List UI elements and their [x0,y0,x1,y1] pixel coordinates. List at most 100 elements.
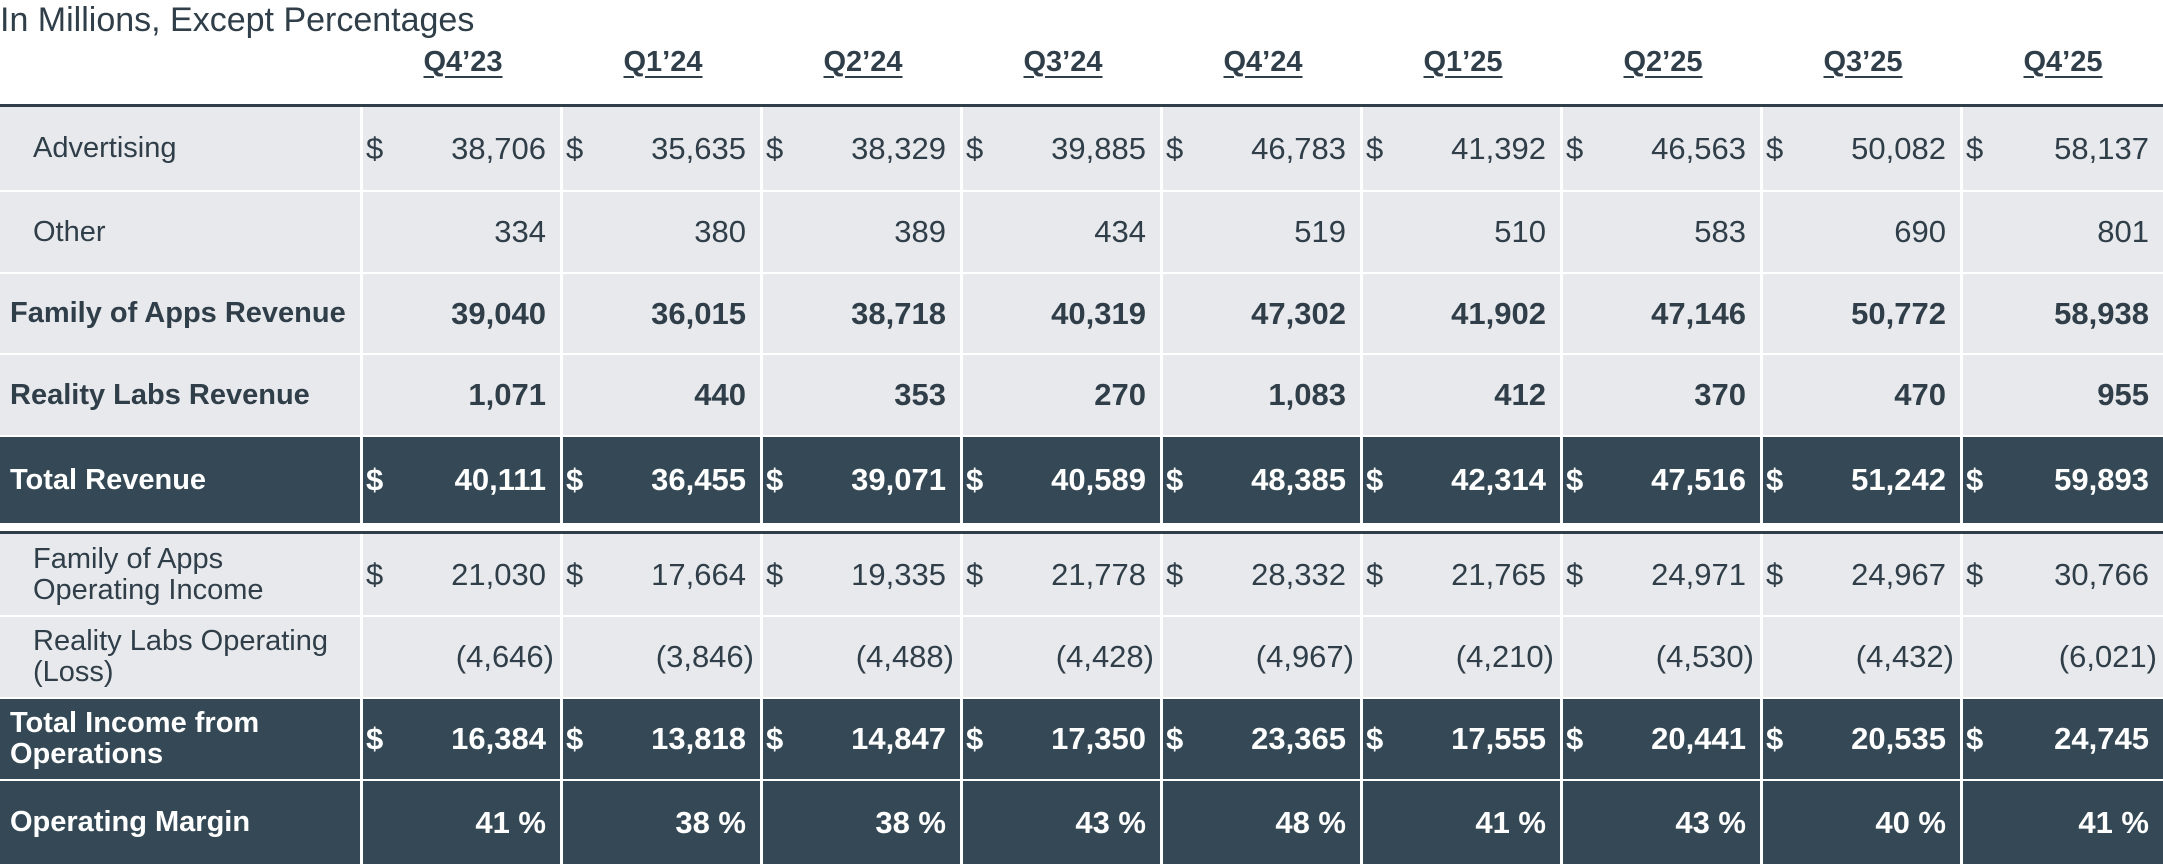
value-cell: $24,745 [1963,699,2163,779]
cell-value: 380 [694,214,746,249]
table-row: Family of Apps Operating Income $21,030 $1… [0,534,2163,615]
cell-value: 20,535 [1851,721,1946,756]
cell-value: 21,765 [1451,556,1546,592]
cell-value: 39,040 [451,295,546,331]
cell-value: 38,718 [851,295,946,331]
currency-symbol: $ [366,462,384,497]
row-label: Total Income from Operations [0,699,363,779]
cell-value: (4,646) [455,639,554,674]
value-cell: (4,432) [1763,617,1963,697]
value-cell: $39,071 [763,437,963,523]
value-cell: 389 [763,192,963,272]
cell-value: 36,015 [651,295,746,331]
cell-value: 13,818 [651,721,746,756]
value-cell: 955 [1963,355,2163,435]
cell-value: 434 [1094,214,1146,249]
currency-symbol: $ [1166,556,1184,592]
cell-value: 40,589 [1051,462,1146,497]
cell-value: 334 [494,214,546,249]
value-cell: 43 % [963,781,1163,864]
cell-value: 50,772 [1851,295,1946,331]
cell-value: 46,563 [1651,130,1746,166]
quarter-header: Q3’25 [1763,46,1963,86]
value-cell: 47,146 [1563,274,1763,353]
currency-symbol: $ [966,721,984,756]
value-cell: 58,938 [1963,274,2163,353]
value-cell: $20,441 [1563,699,1763,779]
value-cell: (4,210) [1363,617,1563,697]
currency-symbol: $ [1966,721,1984,756]
cell-value: 41 % [475,804,546,840]
cell-value: 41,902 [1451,295,1546,331]
quarter-label: Q4’24 [1223,46,1303,78]
cell-value: 16,384 [451,721,546,756]
currency-symbol: $ [566,556,584,592]
value-cell: $40,589 [963,437,1163,523]
value-cell: 43 % [1563,781,1763,864]
value-cell: (4,428) [963,617,1163,697]
cell-value: 389 [894,214,946,249]
value-cell: (3,846) [563,617,763,697]
value-cell: 334 [363,192,563,272]
currency-symbol: $ [1166,130,1184,166]
cell-value: 17,350 [1051,721,1146,756]
value-cell: 41 % [1963,781,2163,864]
value-cell: $47,516 [1563,437,1763,523]
value-cell: $24,971 [1563,534,1763,615]
quarter-label: Q2’24 [823,46,903,78]
section-divider [0,531,2163,534]
currency-symbol: $ [1766,462,1784,497]
currency-symbol: $ [366,721,384,756]
value-cell: $35,635 [563,107,763,190]
quarter-label: Q3’24 [1023,46,1103,78]
value-cell: 38,718 [763,274,963,353]
header-divider [0,104,2163,107]
value-cell: $46,563 [1563,107,1763,190]
cell-value: 47,146 [1651,295,1746,331]
cell-value: 51,242 [1851,462,1946,497]
cell-value: (4,488) [855,639,954,674]
value-cell: 41 % [1363,781,1563,864]
currency-symbol: $ [1766,556,1784,592]
value-cell: $13,818 [563,699,763,779]
value-cell: 519 [1163,192,1363,272]
value-cell: 434 [963,192,1163,272]
value-cell: $19,335 [763,534,963,615]
currency-symbol: $ [1166,721,1184,756]
value-cell: $20,535 [1763,699,1963,779]
quarter-header: Q2’25 [1563,46,1763,86]
value-cell: $17,555 [1363,699,1563,779]
cell-value: 40 % [1875,804,1946,840]
value-cell: $14,847 [763,699,963,779]
cell-value: (4,210) [1455,639,1554,674]
value-cell: $38,329 [763,107,963,190]
row-label: Family of Apps Operating Income [0,534,363,615]
cell-value: 38 % [675,804,746,840]
value-cell: 1,071 [363,355,563,435]
value-cell: (4,646) [363,617,563,697]
cell-value: 42,314 [1451,462,1546,497]
cell-value: 48,385 [1251,462,1346,497]
cell-value: 43 % [1075,804,1146,840]
table-row: Other 334 380 389 434 519 510 583 690 801 [0,192,2163,272]
currency-symbol: $ [1566,721,1584,756]
table-row: Reality Labs Operating (Loss) (4,646) (3,8… [0,617,2163,697]
value-cell: $23,365 [1163,699,1363,779]
currency-symbol: $ [1366,462,1384,497]
value-cell: 50,772 [1763,274,1963,353]
quarter-header: Q4’23 [363,46,563,86]
quarter-label: Q3’25 [1823,46,1903,78]
row-label: Reality Labs Revenue [0,355,363,435]
currency-symbol: $ [966,130,984,166]
value-cell: 510 [1363,192,1563,272]
row-label: Reality Labs Operating (Loss) [0,617,363,697]
value-cell: $40,111 [363,437,563,523]
cell-value: 353 [894,377,946,412]
value-cell: 370 [1563,355,1763,435]
quarter-header-row: Q4’23 Q1’24 Q2’24 Q3’24 Q4’24 Q1’25 Q2’25 Q3’25… [363,46,2163,86]
currency-symbol: $ [1766,130,1784,166]
cell-value: 36,455 [651,462,746,497]
table-row: Total Revenue $40,111 $36,455 $39,071 $40,58… [0,437,2163,523]
currency-symbol: $ [566,721,584,756]
value-cell: $51,242 [1763,437,1963,523]
